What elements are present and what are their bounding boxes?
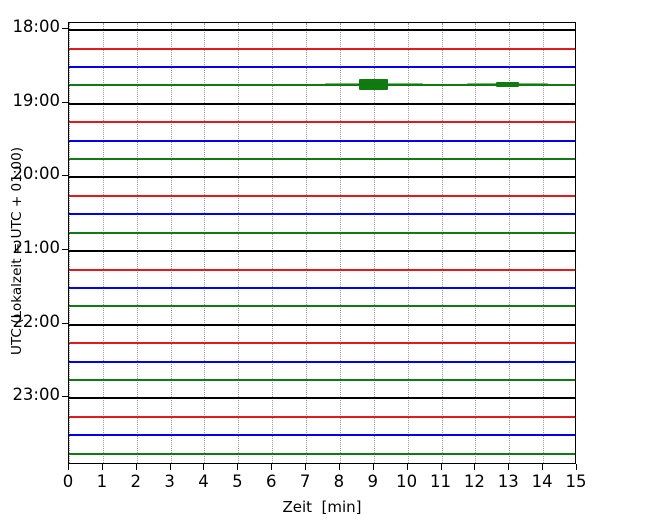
gridline-x-11	[441, 23, 443, 463]
x-tick-mark	[576, 464, 577, 470]
trace-line	[69, 102, 575, 105]
trace-line	[69, 434, 575, 437]
x-tick-mark	[474, 464, 476, 470]
trace-line	[69, 342, 575, 345]
trace-line	[69, 29, 575, 32]
x-tick-label: 2	[130, 472, 141, 491]
gridline-x-1	[102, 23, 104, 463]
trace-line	[69, 250, 575, 253]
trace-noise-tail	[324, 82, 423, 86]
gridline-x-13	[509, 23, 511, 463]
x-tick-mark	[406, 464, 408, 470]
trace-line	[69, 268, 575, 271]
x-axis-label: Zeit [min]	[282, 498, 362, 516]
gridline-x-2	[136, 23, 138, 463]
y-tick-label: 18:00	[12, 17, 60, 37]
x-tick-label: 4	[198, 472, 209, 491]
y-tick-mark	[62, 322, 68, 324]
gridline-x-9	[373, 23, 375, 463]
x-tick-mark	[169, 464, 171, 470]
y-tick-label: 22:00	[12, 311, 60, 331]
x-tick-label: 6	[265, 472, 277, 491]
gridline-x-5	[238, 23, 240, 463]
trace-line	[69, 121, 575, 124]
x-tick-mark	[68, 464, 69, 470]
gridline-x-14	[543, 23, 545, 463]
x-tick-mark	[203, 464, 205, 470]
x-tick-label: 14	[531, 472, 553, 491]
trace-line	[69, 323, 575, 326]
y-tick-mark	[62, 249, 68, 251]
trace-line	[69, 176, 575, 179]
gridline-x-6	[272, 23, 274, 463]
gridline-x-10	[407, 23, 409, 463]
x-tick-mark	[101, 464, 103, 470]
x-tick-label: 13	[497, 472, 519, 491]
x-tick-mark	[338, 464, 340, 470]
x-tick-mark	[372, 464, 374, 470]
trace-line	[69, 213, 575, 216]
trace-line	[69, 47, 575, 50]
x-tick-label: 1	[96, 472, 108, 491]
trace-line	[69, 194, 575, 197]
trace-line	[69, 452, 575, 455]
x-tick-label: 9	[367, 472, 379, 491]
plot-area	[68, 22, 576, 464]
gridline-x-0	[69, 23, 70, 463]
x-tick-label: 3	[164, 472, 175, 491]
x-tick-label: 5	[232, 472, 243, 491]
x-tick-label: 11	[430, 472, 452, 491]
trace-line	[69, 379, 575, 382]
y-tick-label: 20:00	[12, 164, 60, 184]
x-tick-label: 10	[396, 472, 418, 491]
gridline-x-4	[204, 23, 206, 463]
x-tick-mark	[271, 464, 273, 470]
trace-noise-tail	[467, 83, 548, 86]
gridline-x-3	[170, 23, 172, 463]
y-tick-label: 19:00	[12, 90, 60, 110]
y-tick-mark	[62, 28, 68, 30]
gridline-x-8	[339, 23, 341, 463]
trace-line	[69, 360, 575, 363]
x-tick-label: 8	[333, 472, 345, 491]
x-tick-label: 12	[463, 472, 485, 491]
x-tick-mark	[508, 464, 510, 470]
trace-line	[69, 286, 575, 289]
y-tick-mark	[62, 101, 68, 103]
x-tick-label: 15	[565, 472, 587, 491]
y-tick-label: 23:00	[12, 385, 60, 405]
trace-line	[69, 84, 575, 87]
y-tick-mark	[62, 175, 68, 177]
x-tick-mark	[440, 464, 442, 470]
y-tick-label: 21:00	[12, 238, 60, 258]
trace-line	[69, 397, 575, 400]
x-tick-mark	[237, 464, 239, 470]
trace-line	[69, 139, 575, 142]
gridline-x-7	[306, 23, 308, 463]
trace-line	[69, 415, 575, 418]
x-tick-mark	[305, 464, 307, 470]
x-tick-mark	[135, 464, 137, 470]
trace-line	[69, 65, 575, 68]
trace-line	[69, 158, 575, 161]
x-tick-mark	[542, 464, 544, 470]
y-tick-mark	[62, 396, 68, 398]
x-tick-label: 7	[299, 472, 311, 491]
gridline-x-12	[475, 23, 477, 463]
x-tick-label: 0	[62, 472, 74, 491]
trace-line	[69, 305, 575, 308]
trace-line	[69, 231, 575, 234]
